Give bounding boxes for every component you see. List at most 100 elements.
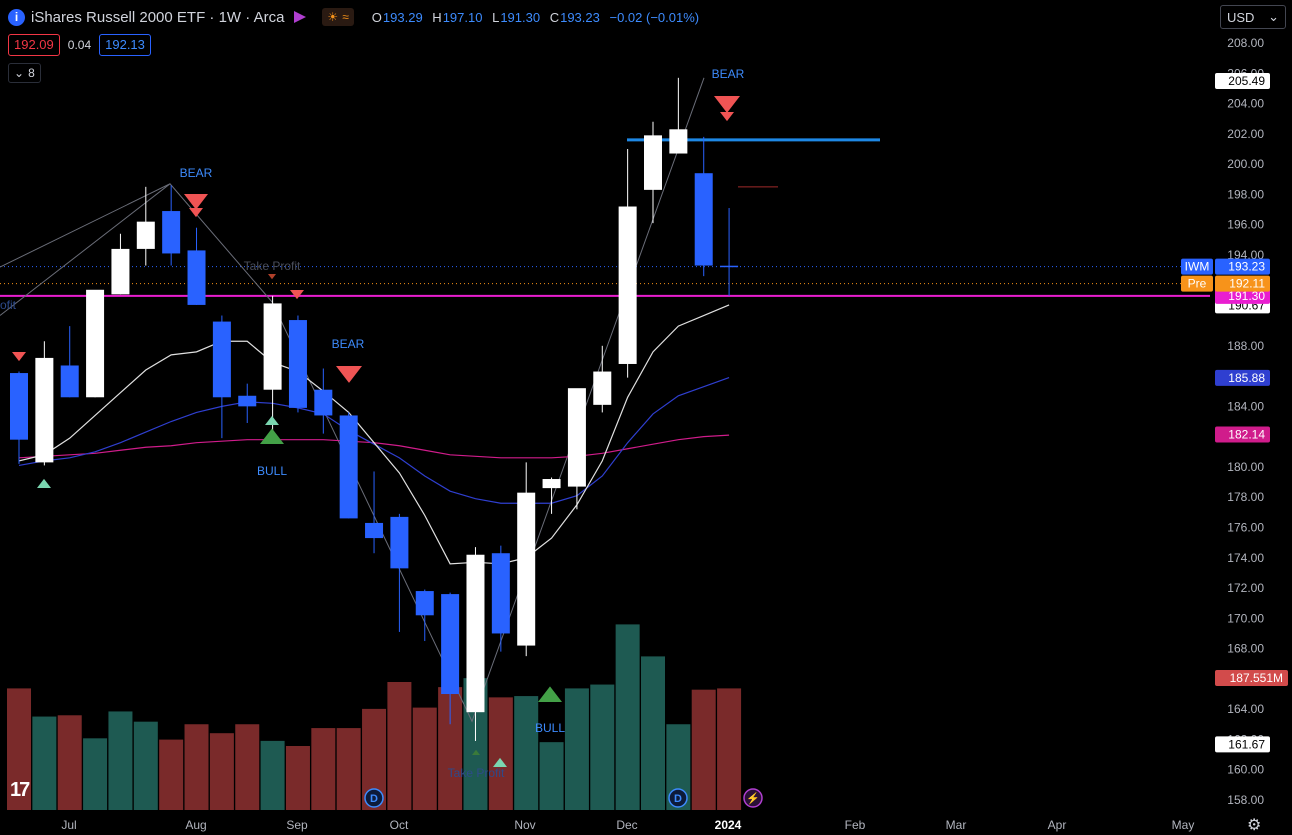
last-price-label: 193.23 bbox=[1228, 260, 1265, 274]
buy-button[interactable]: 192.13 bbox=[99, 34, 151, 56]
high-value: 197.10 bbox=[442, 9, 483, 25]
price-tick: 174.00 bbox=[1227, 551, 1264, 565]
time-tick: Apr bbox=[1048, 818, 1067, 832]
price-tick: 200.00 bbox=[1227, 157, 1264, 171]
time-tick: Mar bbox=[946, 818, 967, 832]
price-tick: 180.00 bbox=[1227, 460, 1264, 474]
take-profit-label: Take Profit bbox=[244, 259, 301, 273]
volume-bar bbox=[717, 688, 742, 810]
symbol-info-icon[interactable]: i bbox=[8, 8, 25, 26]
indicators-toggle[interactable]: ⌄ 8 bbox=[8, 63, 41, 83]
bear-signal-icon bbox=[184, 194, 208, 210]
bear-signal-icon bbox=[720, 112, 734, 122]
dividend-badge bbox=[668, 788, 688, 808]
premarket-label-tag: Pre bbox=[1188, 277, 1207, 291]
volume-bar bbox=[514, 696, 539, 810]
price-tick: 178.00 bbox=[1227, 490, 1264, 504]
last-price-label-tag-bg bbox=[1181, 258, 1213, 275]
candle-body bbox=[238, 395, 257, 407]
time-tick: Sep bbox=[286, 818, 308, 832]
candle-body bbox=[390, 516, 409, 569]
candle-body bbox=[263, 303, 282, 390]
bull-label: BULL bbox=[535, 721, 565, 735]
candle-body bbox=[162, 211, 181, 254]
symbol-title[interactable]: iShares Russell 2000 ETF · 1W · Arca bbox=[31, 8, 285, 26]
price-label: 205.49 bbox=[1228, 74, 1265, 88]
premarket-label-bg bbox=[1215, 275, 1270, 292]
volume-bar bbox=[209, 733, 234, 810]
trade-buttons: 192.09 0.04 192.13 bbox=[8, 34, 151, 56]
candle-body bbox=[314, 389, 333, 416]
volume-bar bbox=[7, 688, 31, 810]
candle-body bbox=[288, 320, 307, 408]
time-tick: Dec bbox=[616, 818, 637, 832]
time-tick: Nov bbox=[514, 818, 535, 832]
time-tick: 2024 bbox=[715, 818, 742, 832]
bull-signal-icon bbox=[538, 686, 562, 702]
take-profit-label: Take Profit bbox=[448, 766, 505, 780]
chevron-down-icon: ⌄ bbox=[1268, 9, 1279, 24]
candle-body bbox=[60, 365, 79, 398]
volume-bar bbox=[285, 746, 310, 810]
candle-body bbox=[644, 135, 662, 190]
candle-body bbox=[618, 206, 637, 364]
volume-bar bbox=[260, 740, 285, 810]
volume-scale-bg bbox=[1215, 670, 1288, 686]
ema-mid-line bbox=[18, 377, 730, 504]
bull-signal-icon bbox=[493, 757, 507, 767]
candle-body bbox=[212, 321, 231, 398]
sell-button[interactable]: 192.09 bbox=[8, 34, 60, 56]
candle-body bbox=[35, 357, 54, 463]
chart-header: i iShares Russell 2000 ETF · 1W · Arca ☀… bbox=[8, 7, 705, 27]
price-label-bg bbox=[1215, 73, 1270, 90]
flag-icon[interactable] bbox=[294, 11, 307, 23]
volume-bar bbox=[488, 697, 513, 810]
candle-body bbox=[441, 594, 460, 695]
change-value: −0.02 (−0.01%) bbox=[609, 9, 700, 25]
bear-signal-icon bbox=[290, 290, 304, 300]
candle-body bbox=[567, 388, 586, 487]
high-label: H bbox=[432, 9, 442, 25]
volume-bar bbox=[32, 716, 57, 810]
volume-scale-label: 187.551M bbox=[1230, 671, 1283, 685]
currency-select[interactable]: USD ⌄ bbox=[1220, 5, 1286, 29]
time-tick: Jul bbox=[61, 818, 76, 832]
volume-bar bbox=[57, 715, 82, 810]
price-tick: 204.00 bbox=[1227, 97, 1264, 111]
price-label-bg bbox=[1215, 736, 1270, 753]
volume-bar bbox=[159, 739, 184, 810]
volume-bars bbox=[7, 624, 742, 810]
gear-icon[interactable]: ⚙ bbox=[1247, 817, 1262, 834]
ema-slow-line bbox=[18, 434, 730, 459]
price-tick: 164.00 bbox=[1227, 702, 1264, 716]
price-label-bg bbox=[1215, 426, 1270, 443]
price-tick: 208.00 bbox=[1227, 36, 1264, 50]
price-tick: 196.00 bbox=[1227, 218, 1264, 232]
event-badge-label: ⚡ bbox=[746, 792, 760, 805]
bear-signal-icon bbox=[714, 96, 740, 113]
price-tick: 202.00 bbox=[1227, 127, 1264, 141]
volume-bar bbox=[691, 689, 716, 810]
volume-bar bbox=[184, 724, 209, 810]
volume-bar bbox=[235, 724, 260, 810]
price-label: 182.14 bbox=[1228, 428, 1265, 442]
session-badge[interactable]: ☀ ≈ bbox=[322, 8, 354, 26]
ema-fast-line bbox=[18, 304, 730, 565]
price-label: 191.30 bbox=[1228, 289, 1265, 303]
open-value: 193.29 bbox=[382, 9, 423, 25]
price-tick: 184.00 bbox=[1227, 399, 1264, 413]
candle-body bbox=[542, 479, 561, 489]
volume-bar bbox=[311, 728, 336, 810]
volume-bar bbox=[387, 682, 412, 810]
currency-label: USD bbox=[1227, 9, 1255, 25]
chevron-down-icon: ⌄ bbox=[14, 66, 25, 80]
low-value: 191.30 bbox=[500, 9, 541, 25]
bull-signal-icon bbox=[265, 415, 279, 425]
premarket-label: 192.11 bbox=[1229, 277, 1265, 291]
time-tick: May bbox=[1172, 818, 1195, 832]
zigzag-line bbox=[0, 77, 705, 723]
volume-bar bbox=[412, 707, 437, 810]
time-tick: Aug bbox=[185, 818, 206, 832]
tradingview-logo[interactable]: 17 bbox=[10, 779, 30, 801]
